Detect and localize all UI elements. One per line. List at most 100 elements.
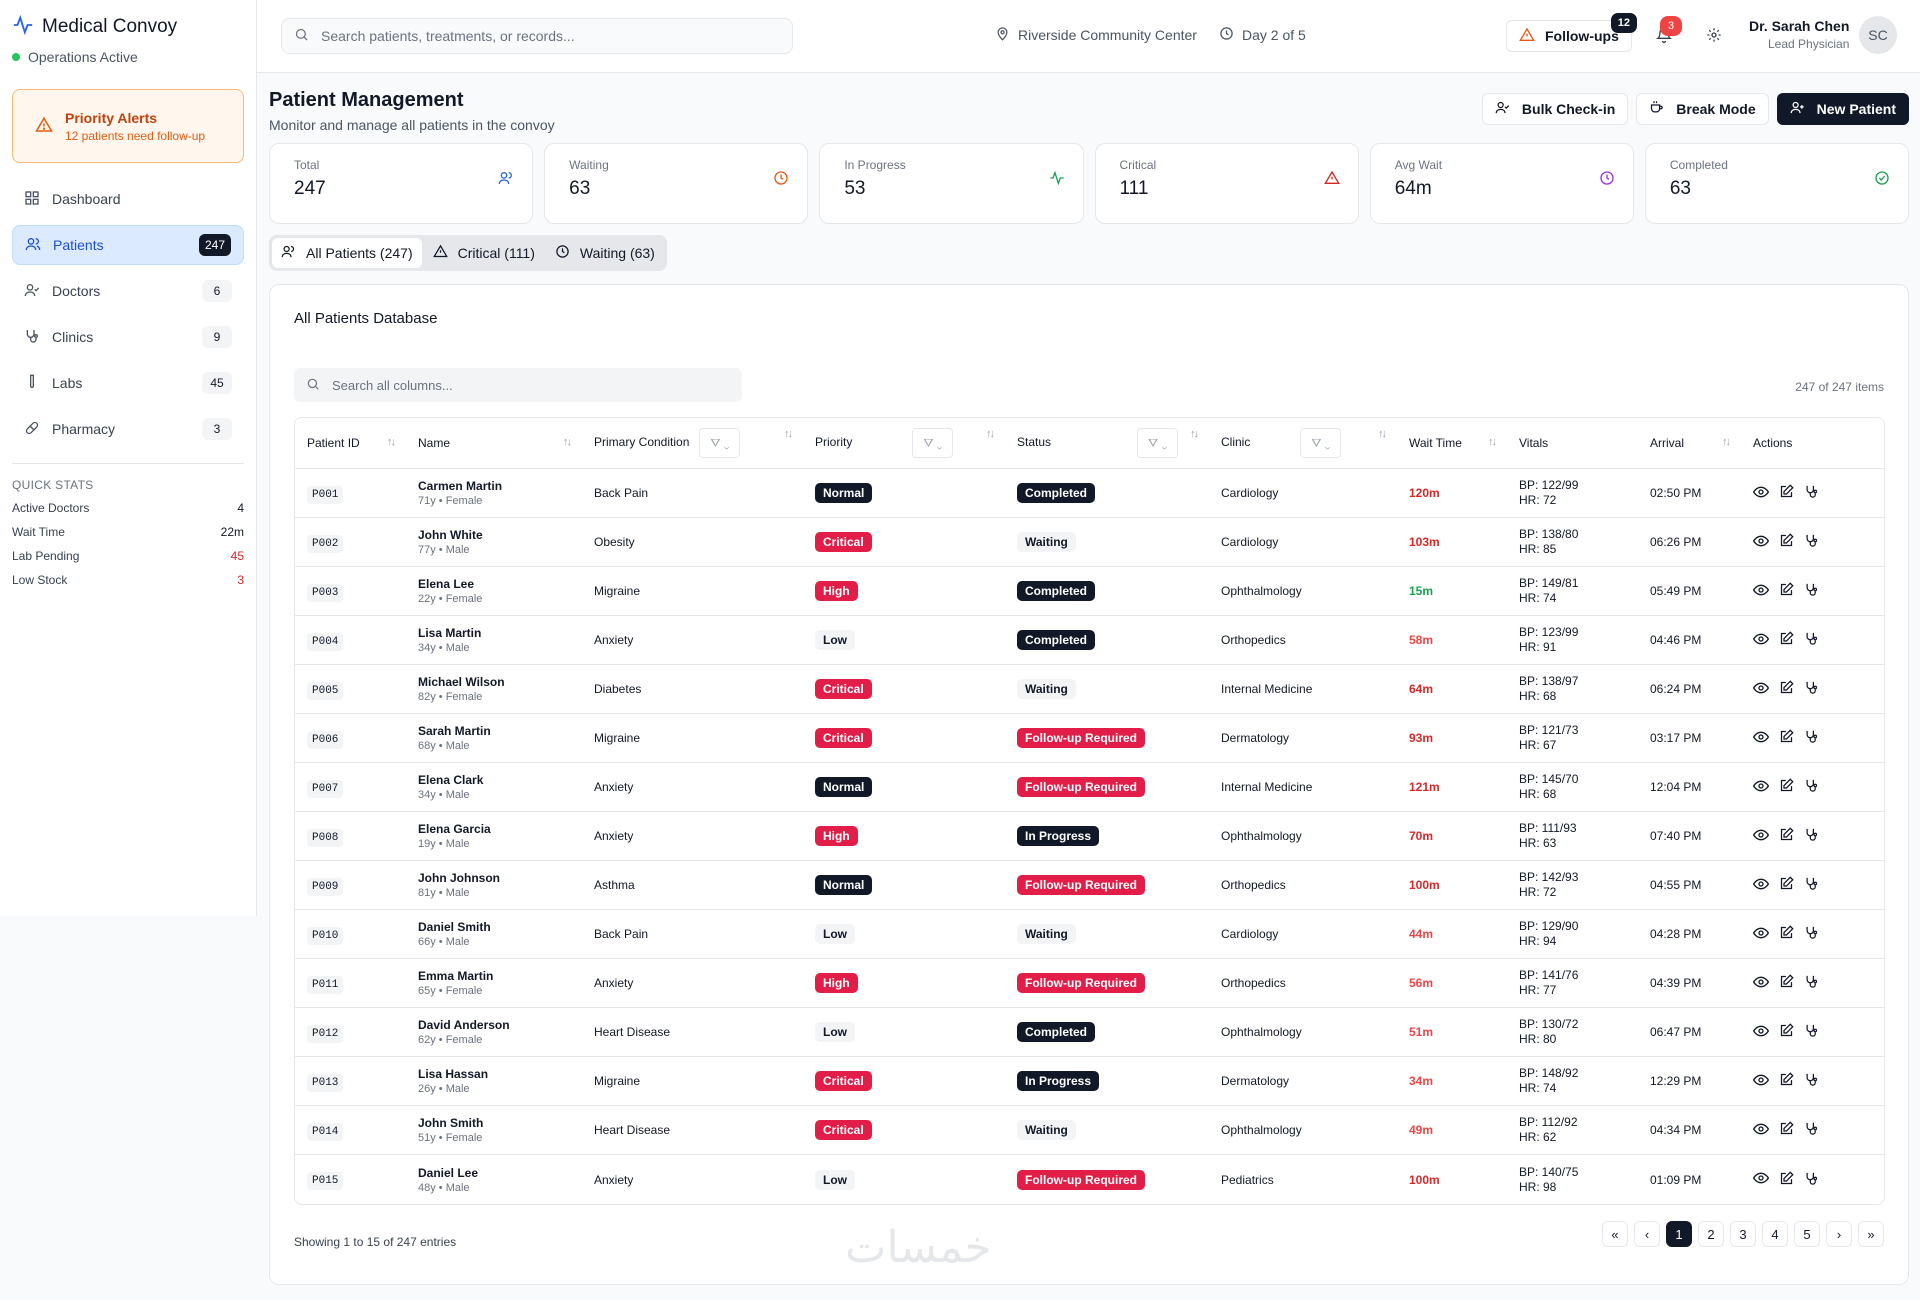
edit-icon[interactable]	[1779, 1072, 1794, 1090]
edit-icon[interactable]	[1779, 1121, 1794, 1139]
table-row[interactable]: P011 Emma Martin 65y • Female Anxiety High Fo…	[295, 959, 1884, 1008]
column-header-clinic[interactable]: Clinic ⛛ ⌄ ↑↓	[1209, 418, 1397, 469]
table-row[interactable]: P010 Daniel Smith 66y • Male Back Pain Low Wa…	[295, 910, 1884, 959]
next-page-button[interactable]: ›	[1826, 1221, 1852, 1247]
stethoscope-icon[interactable]	[1804, 925, 1819, 943]
stethoscope-icon[interactable]	[1804, 631, 1819, 649]
table-row[interactable]: P001 Carmen Martin 71y • Female Back Pain No…	[295, 469, 1884, 518]
sidebar-item-doctors[interactable]: Doctors 6	[12, 271, 244, 311]
table-row[interactable]: P003 Elena Lee 22y • Female Migraine High Com…	[295, 567, 1884, 616]
eye-icon[interactable]	[1752, 582, 1770, 601]
table-row[interactable]: P015 Daniel Lee 48y • Male Anxiety Low Follow…	[295, 1155, 1884, 1204]
stethoscope-icon[interactable]	[1804, 680, 1819, 698]
eye-icon[interactable]	[1752, 484, 1770, 503]
sort-icon[interactable]: ↑↓	[563, 436, 572, 448]
edit-icon[interactable]	[1779, 484, 1794, 502]
eye-icon[interactable]	[1752, 1121, 1770, 1140]
table-row[interactable]: P014 John Smith 51y • Female Heart Disease C…	[295, 1106, 1884, 1155]
edit-icon[interactable]	[1779, 631, 1794, 649]
table-row[interactable]: P006 Sarah Martin 68y • Male Migraine Critic…	[295, 714, 1884, 763]
table-row[interactable]: P009 John Johnson 81y • Male Asthma Normal Fo…	[295, 861, 1884, 910]
column-header-condition[interactable]: Primary Condition ⛛ ⌄ ↑↓	[582, 418, 803, 469]
avatar[interactable]: SC	[1859, 16, 1897, 54]
stethoscope-icon[interactable]	[1804, 827, 1819, 845]
sort-icon[interactable]: ↑↓	[1378, 428, 1387, 440]
edit-icon[interactable]	[1779, 1170, 1794, 1189]
eye-icon[interactable]	[1752, 974, 1770, 993]
table-row[interactable]: P004 Lisa Martin 34y • Male Anxiety Low Compl…	[295, 616, 1884, 665]
stethoscope-icon[interactable]	[1804, 729, 1819, 747]
eye-icon[interactable]	[1752, 1072, 1770, 1091]
sort-icon[interactable]: ↑↓	[784, 428, 793, 440]
edit-icon[interactable]	[1779, 925, 1794, 943]
break-mode-button[interactable]: Break Mode	[1636, 93, 1769, 125]
eye-icon[interactable]	[1752, 876, 1770, 895]
table-search-input[interactable]: Search all columns...	[294, 368, 742, 402]
edit-icon[interactable]	[1779, 827, 1794, 845]
sort-icon[interactable]: ↑↓	[1722, 436, 1731, 448]
eye-icon[interactable]	[1752, 925, 1770, 944]
new-patient-button[interactable]: New Patient	[1776, 93, 1909, 125]
filter-icon[interactable]: ⛛ ⌄	[1137, 428, 1179, 458]
stethoscope-icon[interactable]	[1804, 778, 1819, 796]
tab-waiting[interactable]: Waiting (63)	[546, 238, 664, 268]
eye-icon[interactable]	[1752, 680, 1770, 699]
previous-page-button[interactable]: ‹	[1634, 1221, 1660, 1247]
last-page-button[interactable]: »	[1858, 1221, 1884, 1247]
table-row[interactable]: P012 David Anderson 62y • Female Heart Dise…	[295, 1008, 1884, 1057]
sidebar-item-dashboard[interactable]: Dashboard	[12, 179, 244, 219]
filter-icon[interactable]: ⛛ ⌄	[699, 428, 741, 458]
table-row[interactable]: P007 Elena Clark 34y • Male Anxiety Normal Fo…	[295, 763, 1884, 812]
column-header-name[interactable]: Name ↑↓	[406, 418, 582, 469]
stethoscope-icon[interactable]	[1804, 1121, 1819, 1139]
sort-icon[interactable]: ↑↓	[1488, 436, 1497, 448]
stethoscope-icon[interactable]	[1804, 1171, 1819, 1189]
stethoscope-icon[interactable]	[1804, 1072, 1819, 1090]
edit-icon[interactable]	[1779, 729, 1794, 747]
eye-icon[interactable]	[1752, 631, 1770, 650]
tab-critical[interactable]: Critical (111)	[424, 238, 544, 268]
page-button-4[interactable]: 4	[1762, 1221, 1788, 1247]
edit-icon[interactable]	[1779, 974, 1794, 992]
sidebar-item-labs[interactable]: Labs 45	[12, 363, 244, 403]
followups-button[interactable]: Follow-ups 12	[1506, 13, 1637, 52]
eye-icon[interactable]	[1752, 827, 1770, 846]
page-button-5[interactable]: 5	[1794, 1221, 1820, 1247]
sidebar-item-pharmacy[interactable]: Pharmacy 3	[12, 409, 244, 449]
edit-icon[interactable]	[1779, 1023, 1794, 1041]
stethoscope-icon[interactable]	[1804, 533, 1819, 551]
column-header-patient-id[interactable]: Patient ID ↑↓	[295, 418, 406, 469]
eye-icon[interactable]	[1752, 1170, 1770, 1189]
edit-icon[interactable]	[1779, 876, 1794, 894]
sort-icon[interactable]: ↑↓	[387, 436, 396, 448]
filter-icon[interactable]: ⛛ ⌄	[912, 428, 954, 458]
edit-icon[interactable]	[1779, 533, 1794, 551]
edit-icon[interactable]	[1779, 582, 1794, 600]
table-row[interactable]: P002 John White 77y • Male Obesity Critical W…	[295, 518, 1884, 567]
stethoscope-icon[interactable]	[1804, 1023, 1819, 1041]
sidebar-item-clinics[interactable]: Clinics 9	[12, 317, 244, 357]
column-header-arrival[interactable]: Arrival ↑↓	[1638, 418, 1741, 469]
eye-icon[interactable]	[1752, 729, 1770, 748]
stethoscope-icon[interactable]	[1804, 582, 1819, 600]
bulk-checkin-button[interactable]: Bulk Check-in	[1481, 93, 1629, 125]
page-button-2[interactable]: 2	[1698, 1221, 1724, 1247]
sort-icon[interactable]: ↑↓	[1190, 428, 1199, 440]
first-page-button[interactable]: «	[1602, 1221, 1628, 1247]
sort-icon[interactable]: ↑↓	[986, 428, 995, 440]
global-search-input[interactable]: Search patients, treatments, or records.…	[281, 18, 793, 54]
stethoscope-icon[interactable]	[1804, 876, 1819, 894]
filter-icon[interactable]: ⛛ ⌄	[1300, 428, 1342, 458]
eye-icon[interactable]	[1752, 533, 1770, 552]
priority-alert[interactable]: Priority Alerts 12 patients need follow-…	[12, 89, 244, 163]
page-button-1[interactable]: 1	[1666, 1221, 1692, 1247]
tab-all-patients[interactable]: All Patients (247)	[272, 238, 422, 268]
edit-icon[interactable]	[1779, 778, 1794, 796]
stethoscope-icon[interactable]	[1804, 484, 1819, 502]
column-header-wait-time[interactable]: Wait Time ↑↓	[1397, 418, 1507, 469]
edit-icon[interactable]	[1779, 680, 1794, 698]
stethoscope-icon[interactable]	[1804, 974, 1819, 992]
gear-icon[interactable]	[1706, 27, 1722, 46]
table-row[interactable]: P013 Lisa Hassan 26y • Male Migraine Critica…	[295, 1057, 1884, 1106]
user-info[interactable]: Dr. Sarah Chen Lead Physician	[1749, 18, 1849, 51]
